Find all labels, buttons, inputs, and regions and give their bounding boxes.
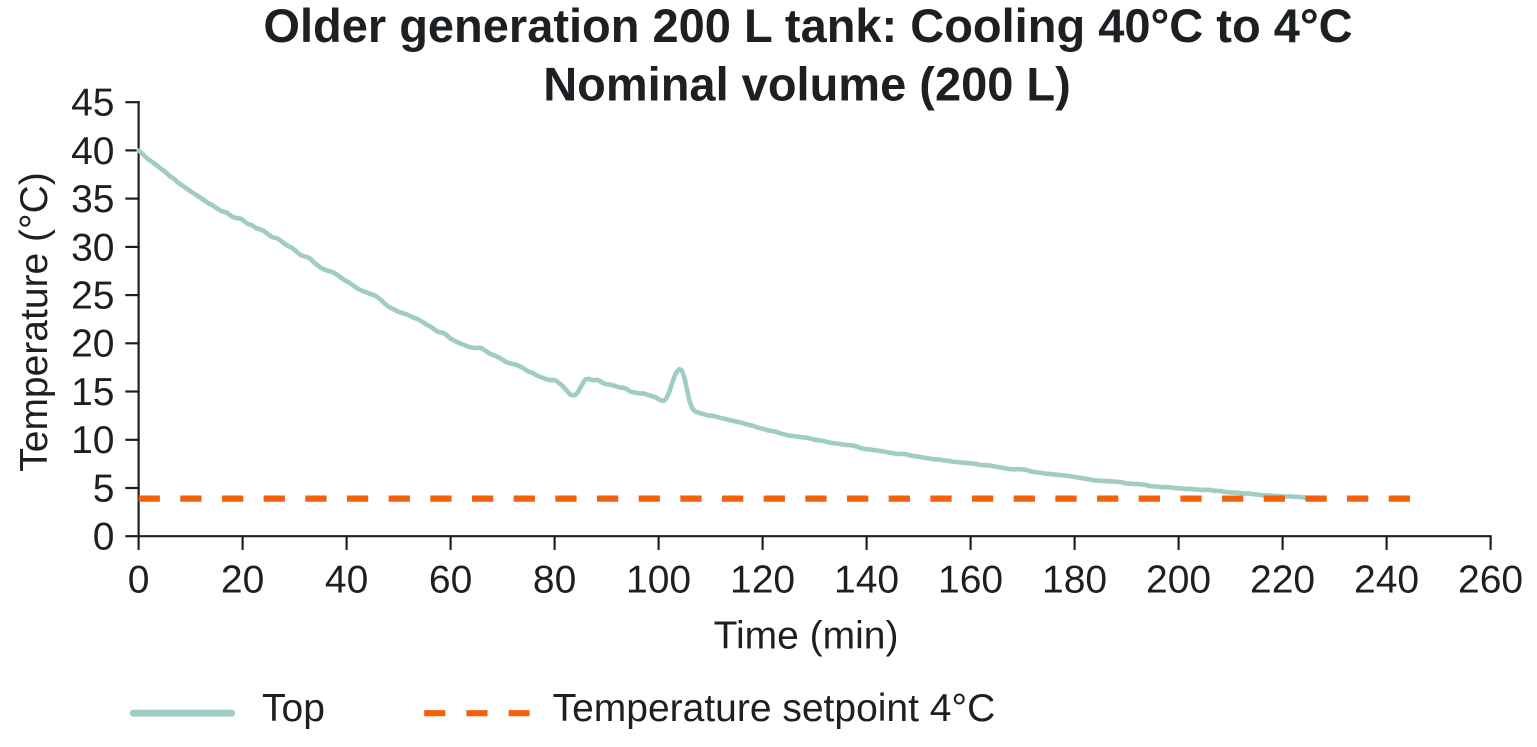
svg-text:Older generation 200 L tank: C: Older generation 200 L tank: Cooling 40°… bbox=[263, 0, 1352, 52]
svg-text:20: 20 bbox=[71, 323, 114, 366]
svg-text:40: 40 bbox=[325, 559, 368, 602]
svg-text:200: 200 bbox=[1146, 559, 1211, 602]
svg-text:30: 30 bbox=[71, 226, 114, 269]
svg-text:35: 35 bbox=[71, 178, 114, 221]
svg-text:180: 180 bbox=[1042, 559, 1107, 602]
svg-text:160: 160 bbox=[938, 559, 1003, 602]
svg-text:5: 5 bbox=[93, 467, 115, 510]
svg-text:100: 100 bbox=[626, 559, 691, 602]
svg-text:Top: Top bbox=[262, 687, 325, 730]
svg-text:45: 45 bbox=[71, 82, 114, 125]
svg-text:10: 10 bbox=[71, 419, 114, 462]
svg-text:40: 40 bbox=[71, 130, 114, 173]
svg-text:20: 20 bbox=[221, 559, 264, 602]
svg-text:Nominal volume (200 L): Nominal volume (200 L) bbox=[543, 58, 1071, 111]
svg-text:Time (min): Time (min) bbox=[714, 615, 899, 658]
svg-text:25: 25 bbox=[71, 275, 114, 318]
svg-text:80: 80 bbox=[533, 559, 576, 602]
svg-text:220: 220 bbox=[1250, 559, 1315, 602]
svg-text:120: 120 bbox=[730, 559, 795, 602]
svg-text:Temperature (°C): Temperature (°C) bbox=[13, 172, 56, 472]
svg-text:260: 260 bbox=[1458, 559, 1523, 602]
svg-text:140: 140 bbox=[834, 559, 899, 602]
svg-text:Temperature setpoint 4°C: Temperature setpoint 4°C bbox=[553, 687, 996, 730]
svg-text:0: 0 bbox=[128, 559, 150, 602]
svg-text:0: 0 bbox=[93, 516, 115, 559]
svg-text:240: 240 bbox=[1354, 559, 1419, 602]
svg-text:15: 15 bbox=[71, 371, 114, 414]
svg-text:60: 60 bbox=[429, 559, 472, 602]
